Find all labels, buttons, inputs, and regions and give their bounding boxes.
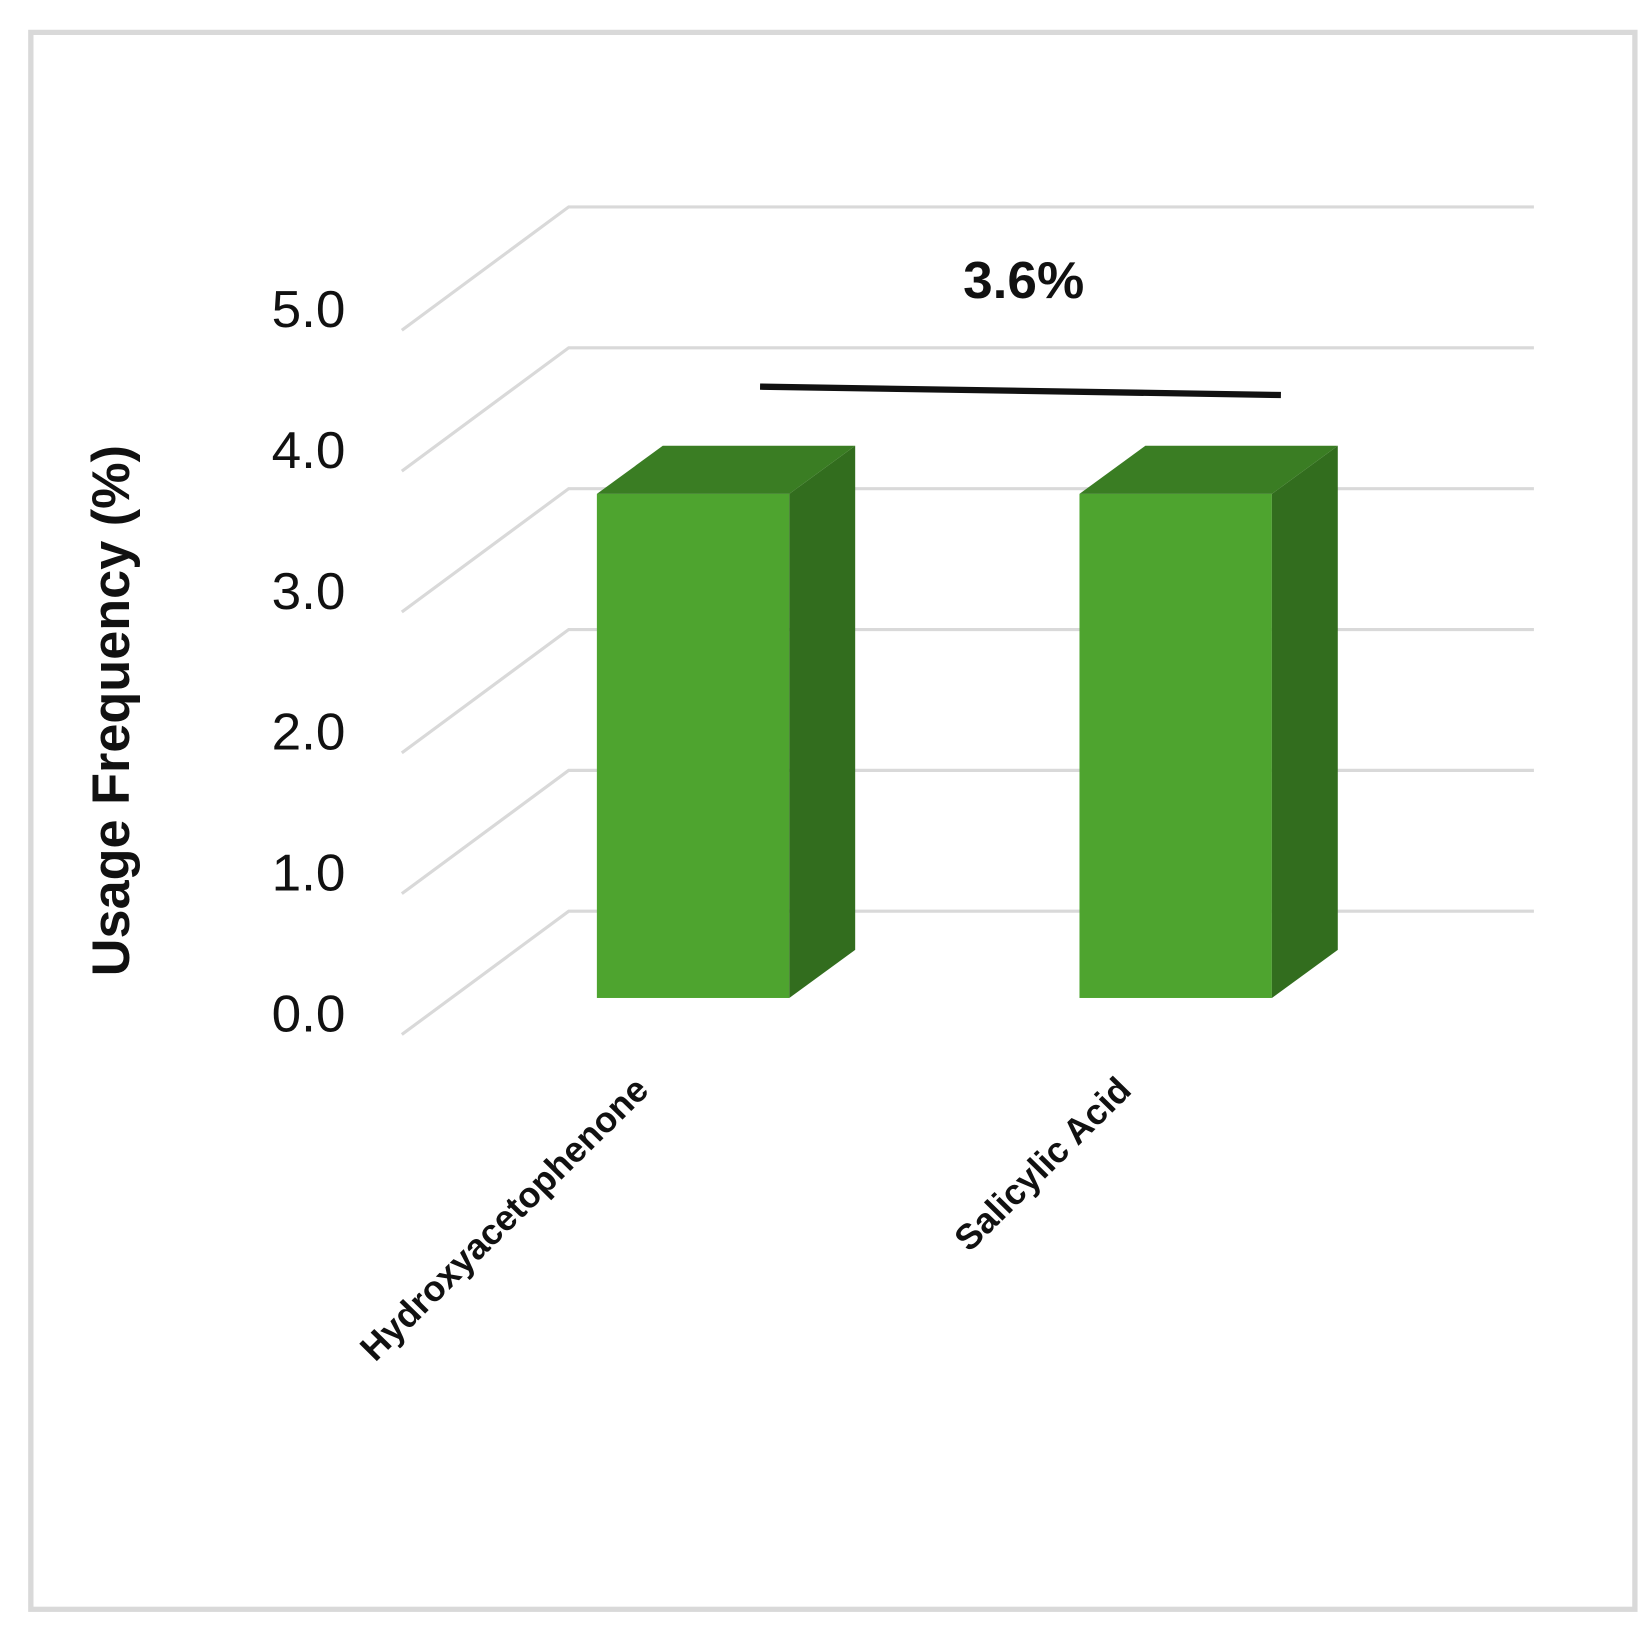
bar-side (789, 445, 856, 998)
annotation: 3.6% (963, 251, 1084, 309)
grid-line (400, 205, 1534, 332)
y-tick-label: 4.0 (272, 421, 346, 479)
y-tick-label: 1.0 (272, 844, 346, 902)
bar-top (596, 445, 856, 494)
y-axis-title: Usage Frequency (%) (81, 445, 141, 976)
chart-area: Usage Frequency (%) 0.01.02.03.04.05.0Hy… (28, 29, 1638, 1612)
bar-side (1271, 445, 1338, 998)
bar-top (1079, 445, 1338, 494)
bar-front (1079, 493, 1272, 998)
y-tick-label: 0.0 (272, 985, 346, 1043)
y-tick-label: 5.0 (272, 280, 346, 338)
annotation-line (759, 383, 1281, 399)
grid-line (400, 346, 1534, 473)
y-tick-label: 3.0 (272, 562, 346, 620)
bar-front (596, 493, 790, 998)
y-tick-label: 2.0 (272, 703, 346, 761)
